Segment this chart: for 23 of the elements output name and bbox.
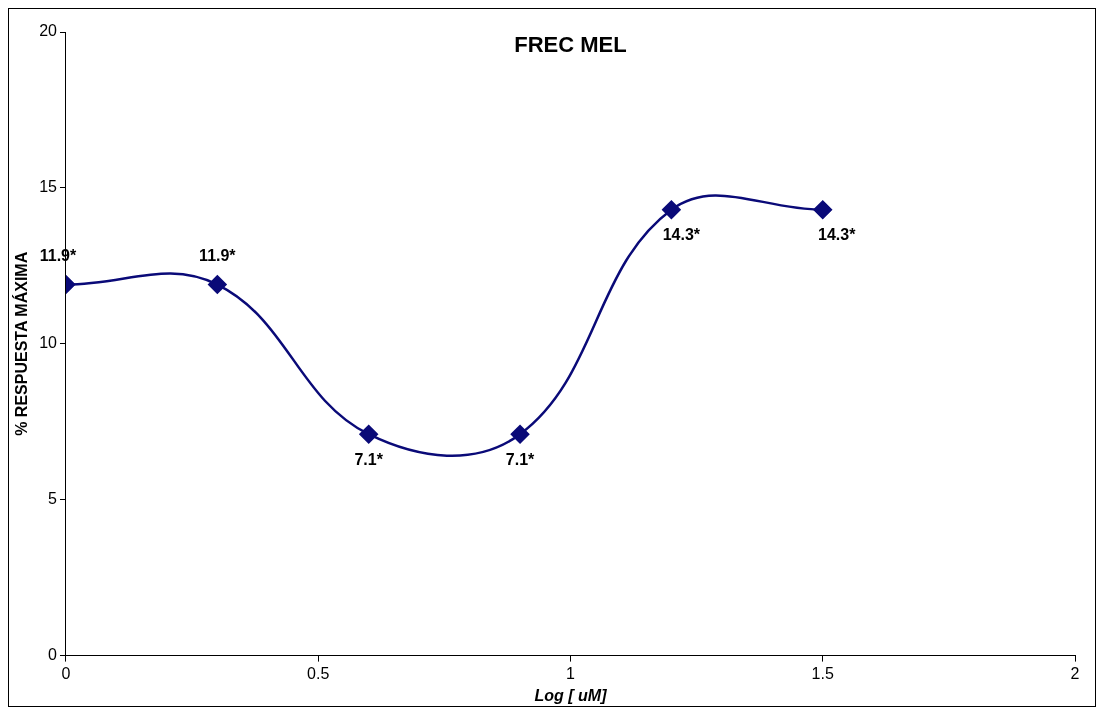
data-label: 14.3* [818, 226, 857, 244]
x-tick-label: 1 [566, 664, 576, 682]
x-tick-label: 2 [1070, 664, 1080, 682]
point [510, 424, 530, 444]
data-label: 11.9* [199, 246, 237, 264]
x-tick-label: 0 [61, 664, 71, 682]
chart-title: FREC MEL [514, 32, 627, 58]
data-label: 14.3* [662, 226, 701, 244]
y-tick-label: 5 [48, 490, 58, 508]
y-tick-label: 0 [48, 646, 58, 664]
x-tick-label: 0.5 [307, 664, 330, 682]
point [208, 275, 227, 294]
x-axis-title: Log [ uM] [534, 686, 608, 704]
point [359, 424, 378, 444]
x-tick-label: 1.5 [811, 664, 834, 682]
y-tick-label: 15 [39, 178, 58, 196]
data-label: 7.1* [505, 450, 536, 468]
y-tick-label: 10 [39, 334, 58, 352]
point [662, 200, 681, 219]
y-axis-title: % RESPUESTA MÁXIMA [12, 251, 31, 436]
y-tick-label: 20 [39, 22, 58, 40]
point [813, 200, 832, 219]
data-label: 7.1* [354, 450, 384, 468]
